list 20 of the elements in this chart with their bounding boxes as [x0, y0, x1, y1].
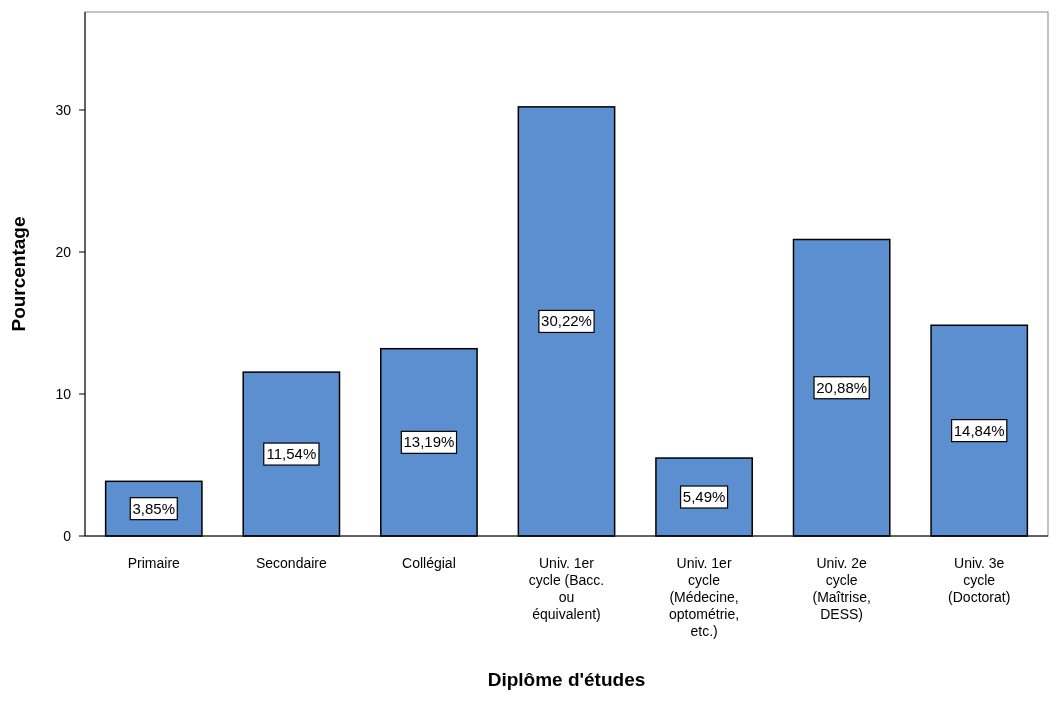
x-tick-label: Primaire — [127, 555, 181, 571]
data-label: 3,85% — [132, 499, 176, 517]
x-tick-label: Univ. 1er cycle (Médecine, optométrie, etc.) — [669, 555, 740, 639]
x-axis-title: Diplôme d'études — [487, 669, 646, 690]
y-axis-title: Pourcentage — [8, 216, 29, 332]
x-tick-label: Univ. 2e cycle (Maîtrise, DESS) — [812, 555, 871, 622]
x-tick-label: Univ. 3e cycle (Doctorat) — [948, 555, 1011, 605]
y-tick-label: 20 — [55, 243, 72, 260]
x-tick-label: Collégial — [402, 555, 456, 571]
data-label: 20,88% — [816, 378, 868, 396]
data-label: 30,22% — [541, 312, 592, 330]
x-tick-label: Univ. 1er cycle (Bacc. ou équivalent) — [528, 555, 605, 622]
y-tick-label: 0 — [63, 528, 72, 544]
x-tick-label: Secondaire — [255, 555, 327, 571]
data-label: 14,84% — [953, 421, 1005, 439]
data-label: 13,19% — [403, 433, 455, 451]
data-label: 11,54% — [266, 445, 317, 463]
y-tick-label: 10 — [55, 385, 72, 402]
y-tick-label: 30 — [55, 101, 72, 118]
data-label: 5,49% — [682, 488, 726, 506]
